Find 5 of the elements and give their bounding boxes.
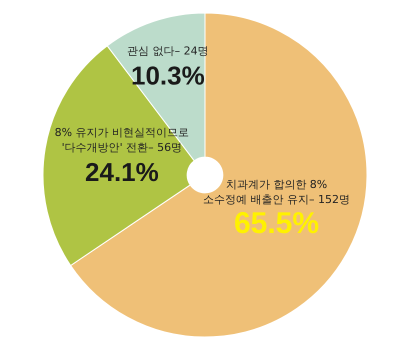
slice-label: 관심 없다– 24명 <box>127 44 209 58</box>
data-label: 65.5% <box>234 207 320 240</box>
slice-label: 치과계가 합의한 8% 소수정예 배출안 유지– 152명 <box>203 178 350 206</box>
data-label: 10.3% <box>131 60 205 90</box>
data-label: 24.1% <box>85 157 159 188</box>
